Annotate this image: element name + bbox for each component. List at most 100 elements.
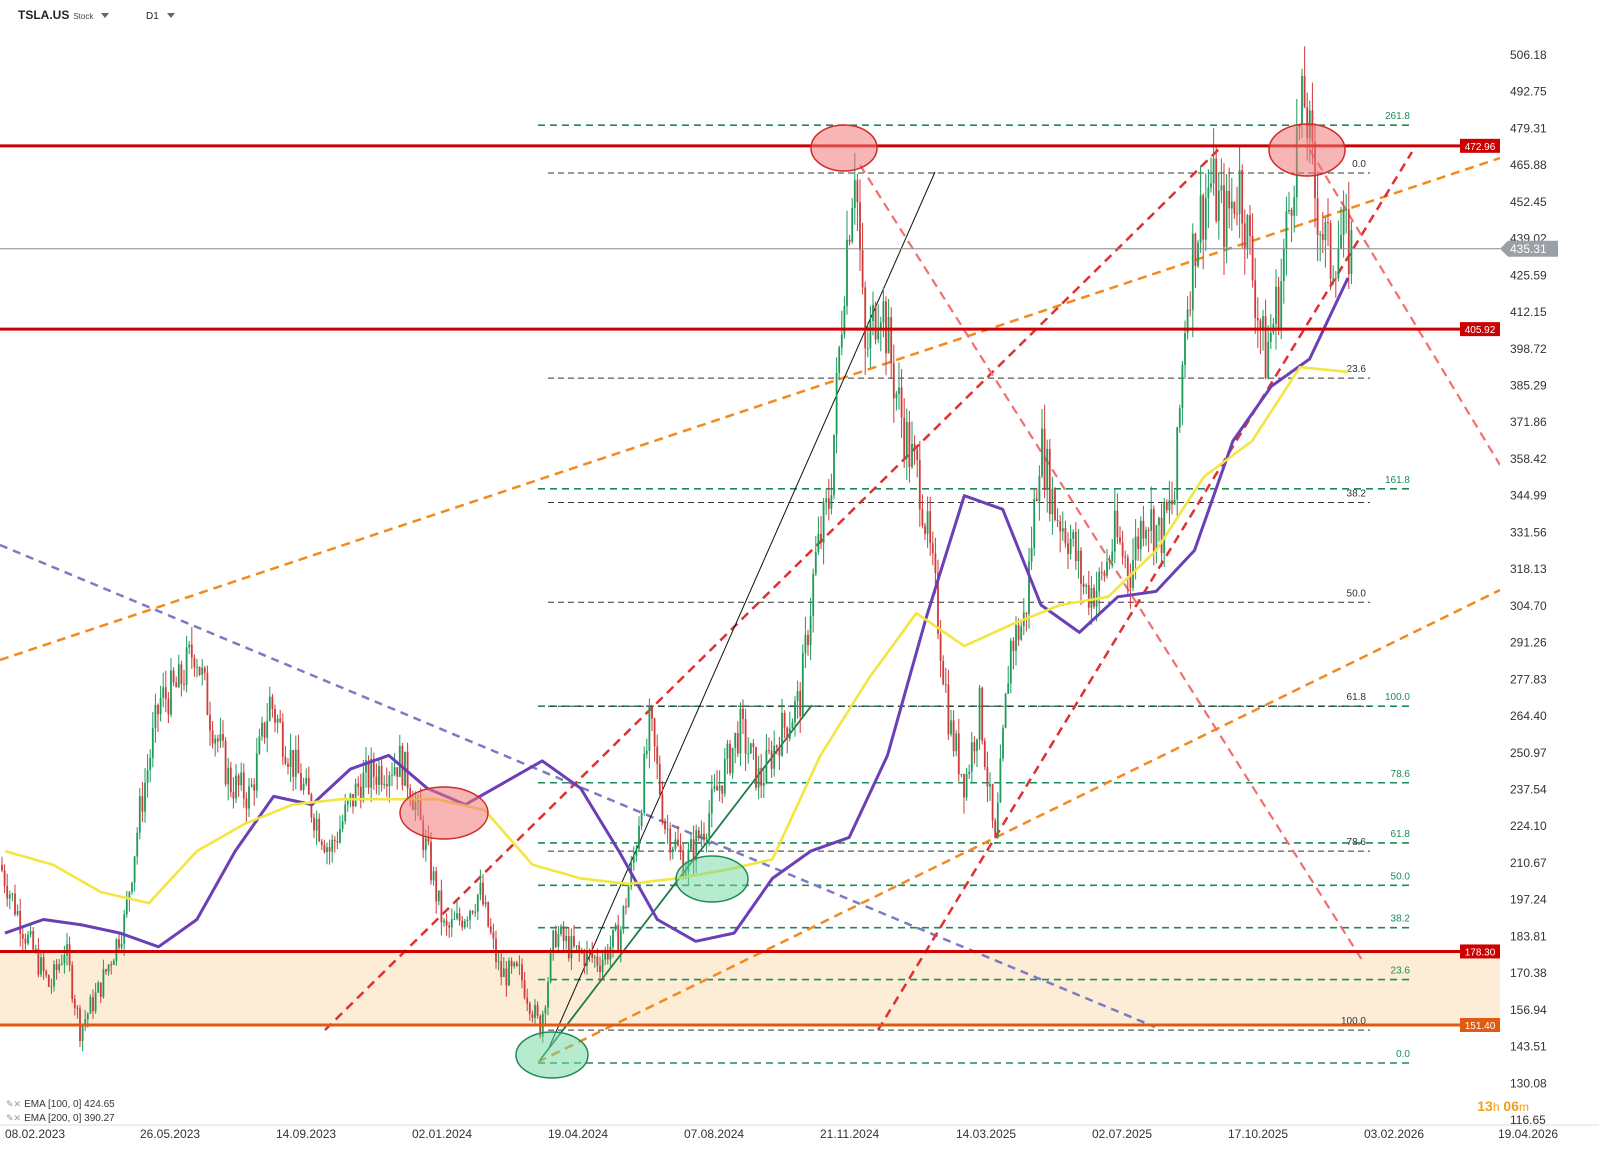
candle-body (1002, 727, 1004, 759)
candle-body (658, 763, 661, 795)
candle-body (1204, 198, 1207, 240)
candle-body (999, 758, 1002, 803)
candle-body (549, 950, 552, 982)
candle-body (209, 714, 211, 731)
y-tick-label: 210.67 (1510, 856, 1547, 870)
candle-body (435, 871, 438, 902)
fib-label: 261.8 (1385, 111, 1410, 122)
candle-body (393, 767, 396, 775)
candle-body (1269, 332, 1272, 342)
candle-body (976, 739, 978, 752)
candle-body (172, 670, 175, 683)
candle-body (1103, 572, 1106, 576)
candle-body (29, 930, 32, 935)
candle-body (840, 334, 843, 348)
legend-label: EMA [100, 0] (24, 1099, 82, 1110)
legend-ema-200[interactable]: ✎✕ EMA [200, 0] 390.27 (6, 1113, 115, 1124)
y-tick-label: 479.31 (1510, 121, 1547, 135)
settings-icon[interactable]: ✎✕ (6, 1113, 22, 1123)
candle-body (469, 910, 471, 920)
candle-body (1028, 561, 1030, 615)
candle-body (1199, 195, 1202, 243)
candle-body (892, 363, 895, 399)
candle-body (534, 1004, 536, 1018)
legend-value: 390.27 (84, 1113, 115, 1124)
trendline-descending (0, 543, 1156, 1029)
candle-body (489, 926, 492, 933)
candle-body (640, 812, 643, 826)
candle-body (762, 782, 765, 786)
candle-body (138, 796, 141, 833)
candle-body (1106, 561, 1108, 576)
candle-body (528, 1003, 531, 1014)
price-level-tag (1460, 1017, 1500, 1032)
trendline-red-fall-2 (1309, 149, 1501, 466)
candle-body (1051, 488, 1054, 515)
candle-body (770, 750, 773, 769)
highlight-ellipse-red (1268, 123, 1346, 177)
fib-label: 23.6 (1347, 364, 1367, 375)
candle-body (905, 422, 908, 458)
candle-body (105, 969, 107, 972)
candle-body (1111, 551, 1114, 561)
candle-body (890, 317, 893, 364)
trendline-red-steep (876, 151, 1414, 1031)
highlight-ellipse-red (399, 786, 489, 840)
candle-body (300, 773, 302, 790)
candle-body (313, 817, 315, 831)
candle-body (846, 239, 848, 307)
candle-body (487, 902, 490, 927)
candle-body (97, 982, 100, 993)
candle-body (570, 936, 573, 959)
candle-body (42, 957, 45, 971)
x-tick-label: 02.01.2024 (412, 1127, 472, 1141)
candle-body (536, 1004, 539, 1016)
candle-body (289, 749, 292, 767)
candle-body (632, 856, 635, 863)
candle-body (700, 833, 703, 838)
y-tick-label: 358.42 (1510, 452, 1547, 466)
candle-body (814, 551, 817, 574)
interval-selector[interactable]: D1 (146, 8, 175, 22)
candle-body (276, 718, 279, 723)
candle-body (253, 784, 256, 791)
candle-body (1249, 215, 1251, 236)
candle-body (856, 180, 859, 203)
legend-ema-100[interactable]: ✎✕ EMA [100, 0] 424.65 (6, 1099, 115, 1110)
candle-body (864, 287, 867, 349)
y-tick-label: 452.45 (1510, 195, 1547, 209)
candle-body (510, 960, 513, 967)
candle-body (986, 767, 989, 787)
candle-body (55, 964, 58, 970)
candle-body (653, 718, 656, 747)
candle-body (1142, 520, 1145, 539)
candle-body (596, 956, 599, 966)
candle-body (141, 796, 144, 812)
candle-body (983, 740, 986, 768)
symbol-selector[interactable]: TSLA.US Stock (18, 8, 110, 22)
legend-label: EMA [200, 0] (24, 1113, 82, 1124)
candle-body (242, 772, 245, 799)
candle-body (47, 975, 50, 987)
candle-body (1069, 538, 1072, 554)
candle-body (40, 957, 42, 975)
candle-body (1275, 286, 1277, 324)
candle-body (1236, 213, 1238, 215)
candle-body (573, 936, 575, 947)
candle-body (437, 890, 440, 902)
candle-body (1150, 509, 1153, 531)
candle-body (164, 687, 167, 699)
settings-icon[interactable]: ✎✕ (6, 1099, 22, 1109)
candle-body (328, 847, 331, 852)
symbol-type: Stock (73, 12, 94, 21)
horizontal-levels: 472.96 405.92 178.30 151.40 (0, 138, 1500, 1032)
candle-body (957, 733, 960, 775)
candle-body (1093, 587, 1095, 607)
y-tick-label: 506.18 (1510, 48, 1547, 62)
candle-body (1158, 517, 1160, 526)
candle-body (471, 910, 474, 913)
price-level-label: 178.30 (1465, 947, 1496, 958)
candle-body (843, 306, 846, 335)
candle-body (84, 1019, 87, 1025)
